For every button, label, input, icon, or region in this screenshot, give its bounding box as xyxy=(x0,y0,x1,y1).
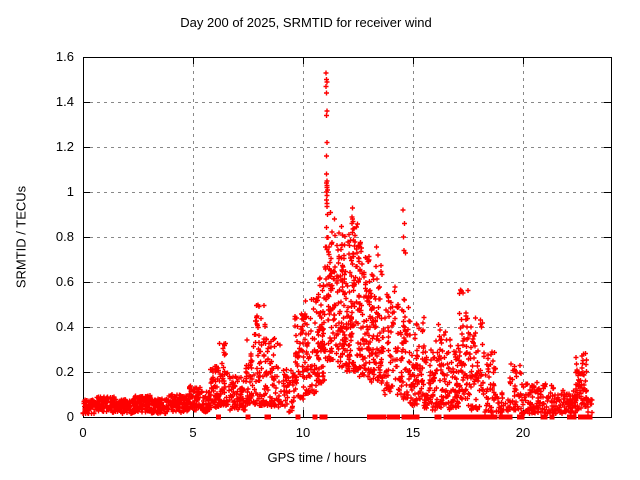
gap-marker-square xyxy=(452,414,458,420)
gap-marker-square xyxy=(519,414,525,420)
gap-marker-square xyxy=(580,414,586,420)
gap-marker-square xyxy=(507,414,513,420)
x-axis-label: GPS time / hours xyxy=(267,450,367,465)
y-tick-label: 0.2 xyxy=(56,364,74,379)
x-tick-label: 15 xyxy=(406,425,420,440)
gap-marker-square xyxy=(312,414,318,420)
gap-marker-square xyxy=(587,414,593,420)
gap-marker-square xyxy=(388,414,394,420)
x-tick-label: 10 xyxy=(296,425,310,440)
gap-marker-square xyxy=(571,414,577,420)
gap-marker-square xyxy=(468,414,473,420)
gap-marker-square xyxy=(445,414,451,420)
gap-marker-square xyxy=(322,414,328,420)
gap-marker-square xyxy=(436,414,442,420)
gap-marker-square xyxy=(245,414,251,420)
y-tick-label: 0.6 xyxy=(56,274,74,289)
gap-marker-square xyxy=(542,414,548,420)
y-tick-label: 0.8 xyxy=(56,229,74,244)
y-tick-label: 1.6 xyxy=(56,49,74,64)
gap-marker-square xyxy=(459,414,464,420)
y-tick-label: 0.4 xyxy=(56,319,74,334)
x-tick-label: 20 xyxy=(516,425,530,440)
gap-marker-square xyxy=(492,414,498,420)
chart-title: Day 200 of 2025, SRMTID for receiver win… xyxy=(180,15,432,30)
gap-marker-square xyxy=(216,414,221,420)
gap-marker-square xyxy=(477,414,483,420)
gap-marker-square xyxy=(395,414,400,420)
gap-marker-square xyxy=(549,414,555,420)
y-tick-label: 0 xyxy=(67,409,74,424)
gap-marker-square xyxy=(266,414,271,420)
gap-marker-square xyxy=(319,414,325,420)
scatter-points xyxy=(80,70,595,416)
gap-marker-square xyxy=(485,414,490,420)
x-tick-label: 0 xyxy=(79,425,86,440)
gap-marker-square xyxy=(378,414,383,420)
y-tick-label: 1 xyxy=(67,184,74,199)
gap-markers xyxy=(216,414,593,420)
gap-marker-square xyxy=(295,414,301,420)
gap-marker-square xyxy=(381,414,386,420)
gap-marker-square xyxy=(372,414,378,420)
gap-marker-square xyxy=(414,414,420,420)
y-tick-label: 1.2 xyxy=(56,139,74,154)
y-tick-label: 1.4 xyxy=(56,94,74,109)
x-tick-label: 5 xyxy=(189,425,196,440)
gap-marker-square xyxy=(498,414,504,420)
